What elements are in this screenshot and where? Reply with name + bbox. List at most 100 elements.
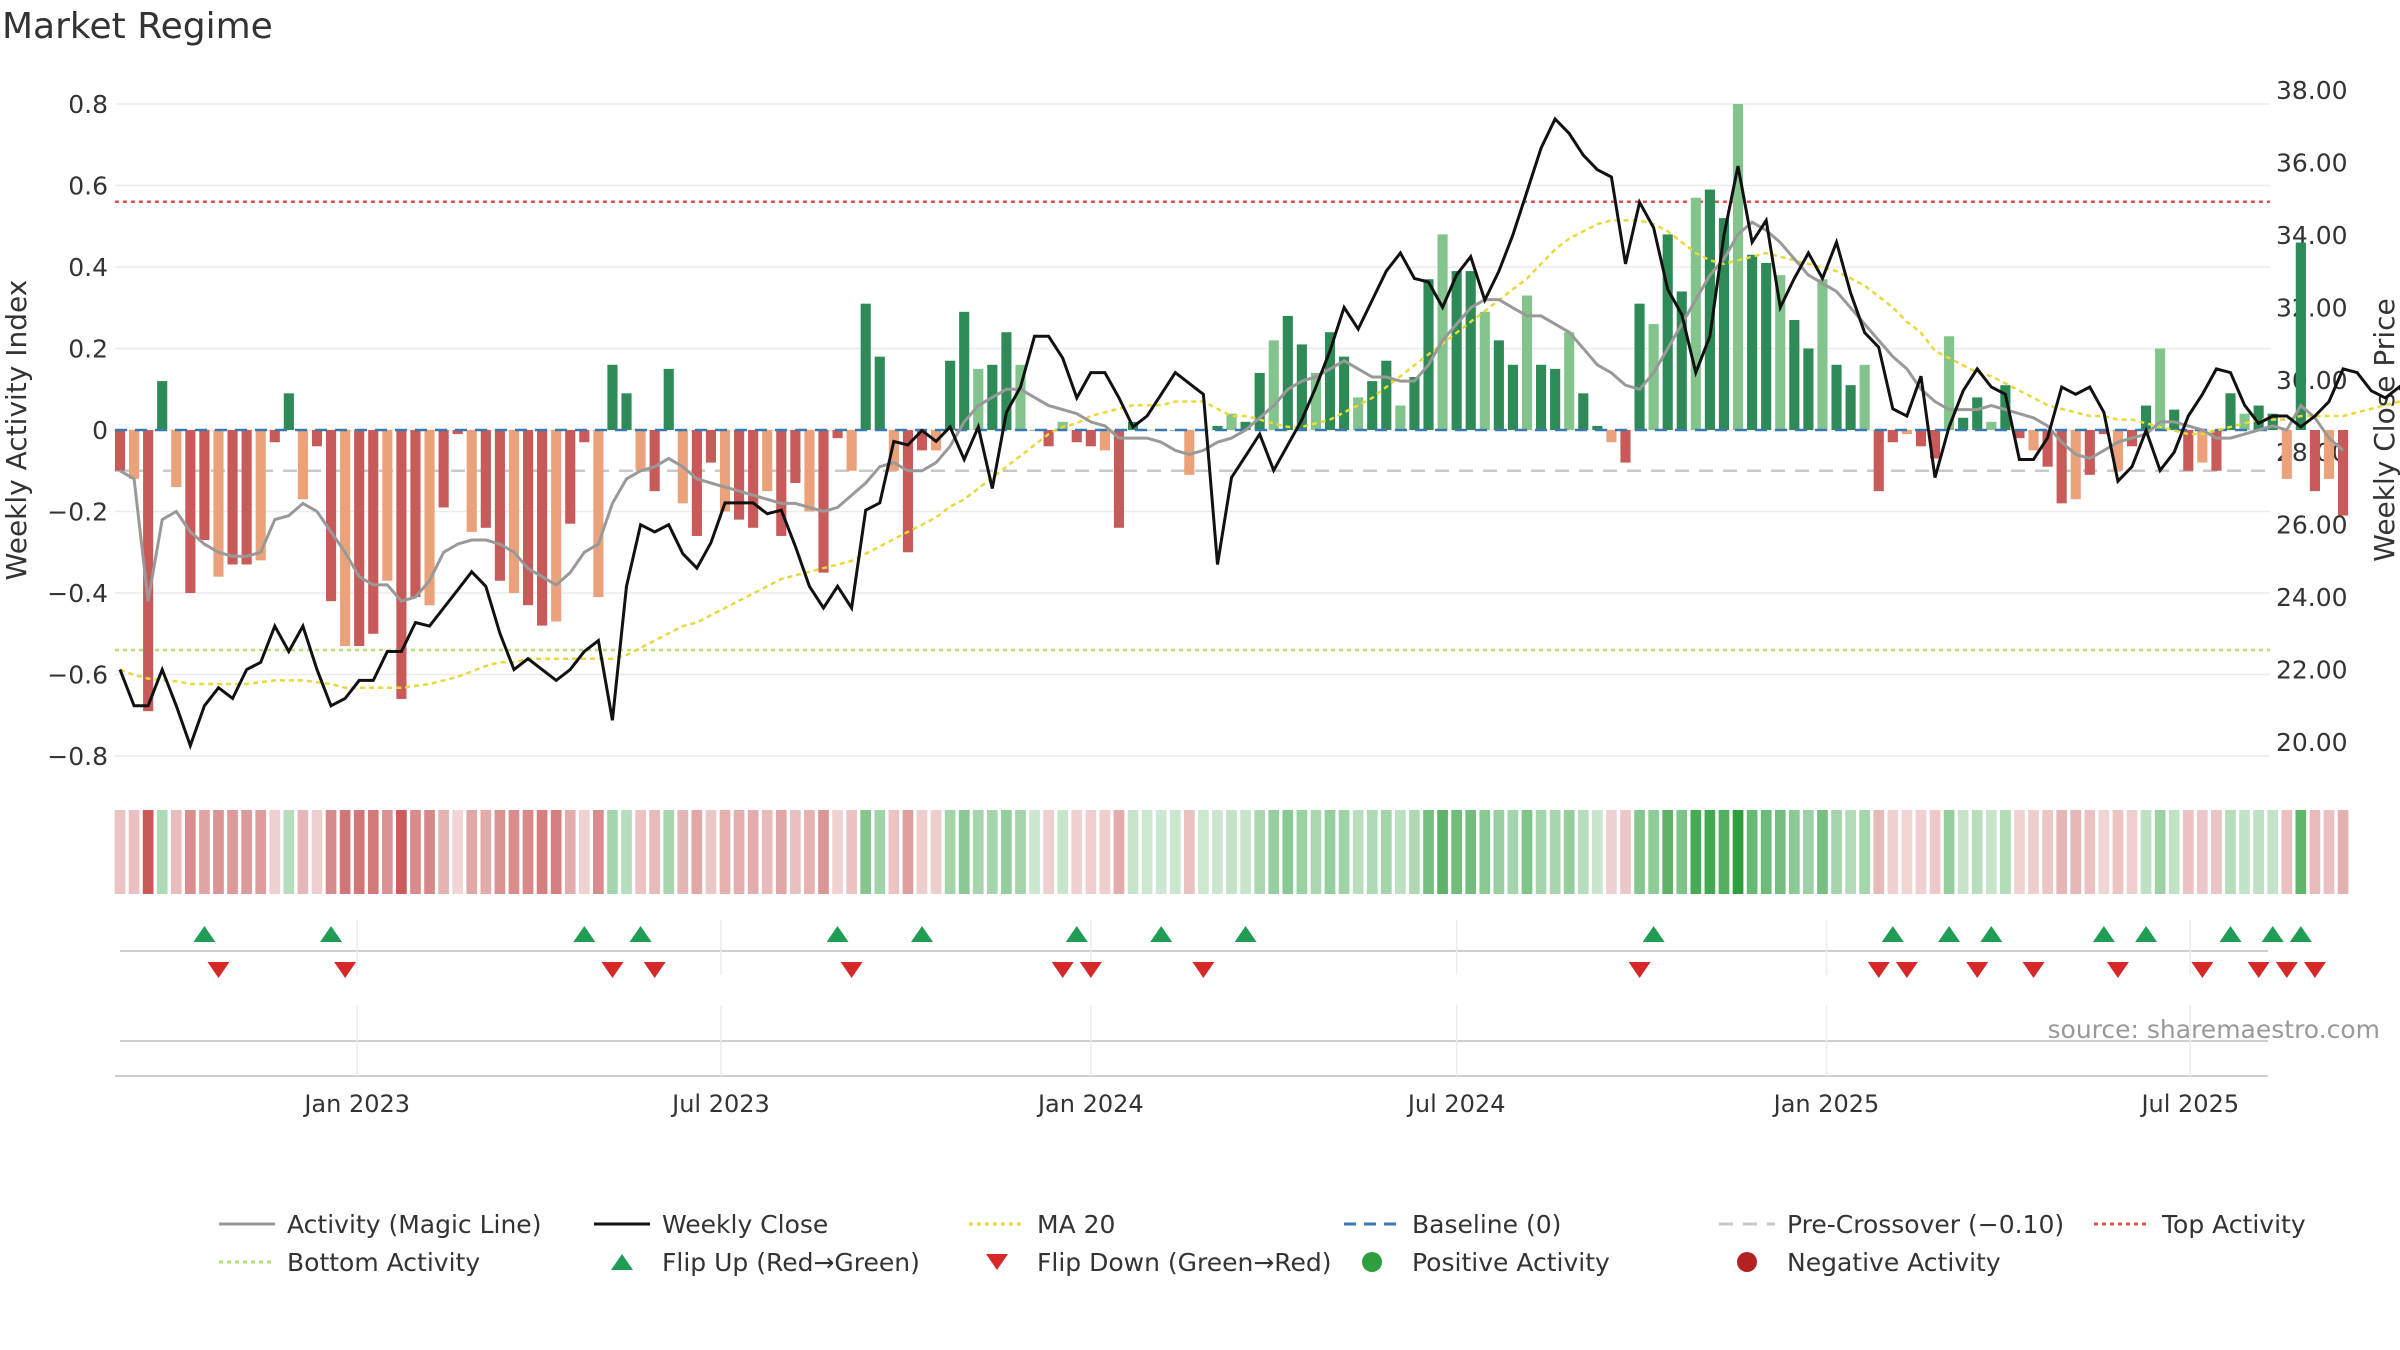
heat-strip-cell xyxy=(747,810,759,894)
heat-strip-cell xyxy=(1198,810,1209,894)
activity-bar xyxy=(593,430,604,598)
activity-bar xyxy=(424,430,435,606)
flip-up-marker xyxy=(1938,926,1961,942)
heat-strip-cell xyxy=(1732,810,1744,894)
flip-down-marker xyxy=(840,962,863,978)
flip-up-marker xyxy=(2092,926,2115,942)
legend-label: Activity (Magic Line) xyxy=(287,1209,542,1239)
activity-bar xyxy=(818,430,829,573)
heat-strip-cell xyxy=(2253,810,2264,894)
activity-bar xyxy=(1521,295,1533,430)
heat-strip-cell xyxy=(1437,810,1448,894)
heat-strip-cell xyxy=(2098,810,2110,894)
activity-bar xyxy=(916,430,928,451)
flip-up-marker xyxy=(320,926,343,942)
heat-strip-cell xyxy=(607,810,618,894)
heat-strip-cell xyxy=(1549,810,1561,894)
heat-strip-cell xyxy=(1113,810,1125,894)
heat-strip-cell xyxy=(2239,810,2250,894)
heat-strip-cell xyxy=(1563,810,1575,894)
legend-item: Flip Up (Red→Green) xyxy=(590,1247,965,1277)
activity-bar xyxy=(368,430,379,634)
heat-strip-cell xyxy=(1873,810,1885,894)
x-tick-label: Jul 2023 xyxy=(670,1090,770,1118)
legend-label: Flip Down (Green→Red) xyxy=(1037,1247,1332,1277)
activity-bar xyxy=(635,430,646,471)
heat-strip-cell xyxy=(1592,810,1603,894)
heat-strip-cell xyxy=(213,810,224,894)
heat-strip-cell xyxy=(1296,810,1308,894)
heat-strip-cell xyxy=(1971,810,1983,894)
heat-strip-cell xyxy=(761,810,773,894)
heat-strip-cell xyxy=(142,810,154,894)
activity-bar xyxy=(1690,197,1701,430)
activity-bar xyxy=(1648,324,1659,430)
x-tick-label: Jan 2024 xyxy=(1036,1090,1144,1118)
activity-bar xyxy=(1381,360,1392,430)
legend-label: Negative Activity xyxy=(1787,1247,2001,1277)
activity-bar xyxy=(1958,417,1969,430)
right-tick-label: 38.00 xyxy=(2276,76,2348,105)
left-tick-label: 0.4 xyxy=(68,253,108,282)
activity-bar xyxy=(2084,430,2095,475)
activity-bar xyxy=(1254,372,1265,430)
heat-strip-cell xyxy=(1620,810,1631,894)
legend-swatch xyxy=(1362,1252,1382,1272)
legend-label: Baseline (0) xyxy=(1412,1209,1562,1239)
heat-strip-cell xyxy=(818,810,829,894)
legend-swatch xyxy=(219,1260,275,1264)
left-tick-label: 0.8 xyxy=(68,90,108,119)
legend-item: Flip Down (Green→Red) xyxy=(965,1247,1340,1277)
left-tick-label: −0.6 xyxy=(47,661,108,690)
legend-item: Top Activity xyxy=(2090,1209,2320,1239)
right-tick-label: 30.00 xyxy=(2276,366,2348,395)
activity-bar xyxy=(1634,303,1645,430)
activity-bar xyxy=(1296,344,1307,430)
heat-strip-cell xyxy=(170,810,182,894)
activity-bar xyxy=(2281,430,2292,479)
activity-bar xyxy=(1437,234,1448,430)
flip-down-marker xyxy=(643,962,666,978)
legend-row: Activity (Magic Line) Weekly Close MA 20 Ba… xyxy=(215,1205,2365,1243)
activity-bar xyxy=(691,430,702,536)
activity-bar xyxy=(1536,364,1547,430)
activity-bar xyxy=(551,430,562,622)
left-tick-label: 0.2 xyxy=(68,335,108,364)
heat-strip-cell xyxy=(1690,810,1702,894)
flip-up-marker xyxy=(2135,926,2158,942)
legend-swatch xyxy=(611,1254,633,1270)
heat-strip-cell xyxy=(1155,810,1167,894)
flip-down-marker xyxy=(1966,962,1989,978)
heat-strip-cell xyxy=(297,810,309,894)
activity-bar xyxy=(508,430,520,593)
heat-strip-cell xyxy=(1282,810,1294,894)
activity-bar xyxy=(1310,372,1322,430)
activity-bar xyxy=(888,430,899,471)
heat-strip-cell xyxy=(2225,810,2236,894)
heat-strip-cell xyxy=(578,810,590,894)
heat-strip-cell xyxy=(1718,810,1730,894)
heat-strip-cell xyxy=(1507,810,1519,894)
activity-bar xyxy=(2098,430,2109,435)
heat-strip-cell xyxy=(635,810,646,894)
activity-bar xyxy=(1099,430,1110,451)
heat-strip-cell xyxy=(1240,810,1251,894)
activity-bar xyxy=(1409,377,1420,430)
heat-strip-cell xyxy=(1352,810,1364,894)
heat-strip-cell xyxy=(2323,810,2335,894)
heat-strip-cell xyxy=(2168,810,2180,894)
heat-strip-cell xyxy=(1676,810,1688,894)
heat-strip-cell xyxy=(1957,810,1969,894)
flip-down-marker xyxy=(2191,962,2214,978)
activity-bar xyxy=(1184,430,1195,475)
heat-strip-cell xyxy=(1071,810,1083,894)
flip-down-marker xyxy=(1628,962,1651,978)
flip-up-marker xyxy=(1065,926,1088,942)
flip-up-marker xyxy=(1881,926,1904,942)
activity-bar xyxy=(1550,368,1561,430)
heat-strip-cell xyxy=(972,810,984,894)
activity-bar xyxy=(2112,430,2124,471)
heat-strip-cell xyxy=(367,810,379,894)
activity-bar xyxy=(494,430,505,581)
activity-bar xyxy=(1493,340,1504,430)
